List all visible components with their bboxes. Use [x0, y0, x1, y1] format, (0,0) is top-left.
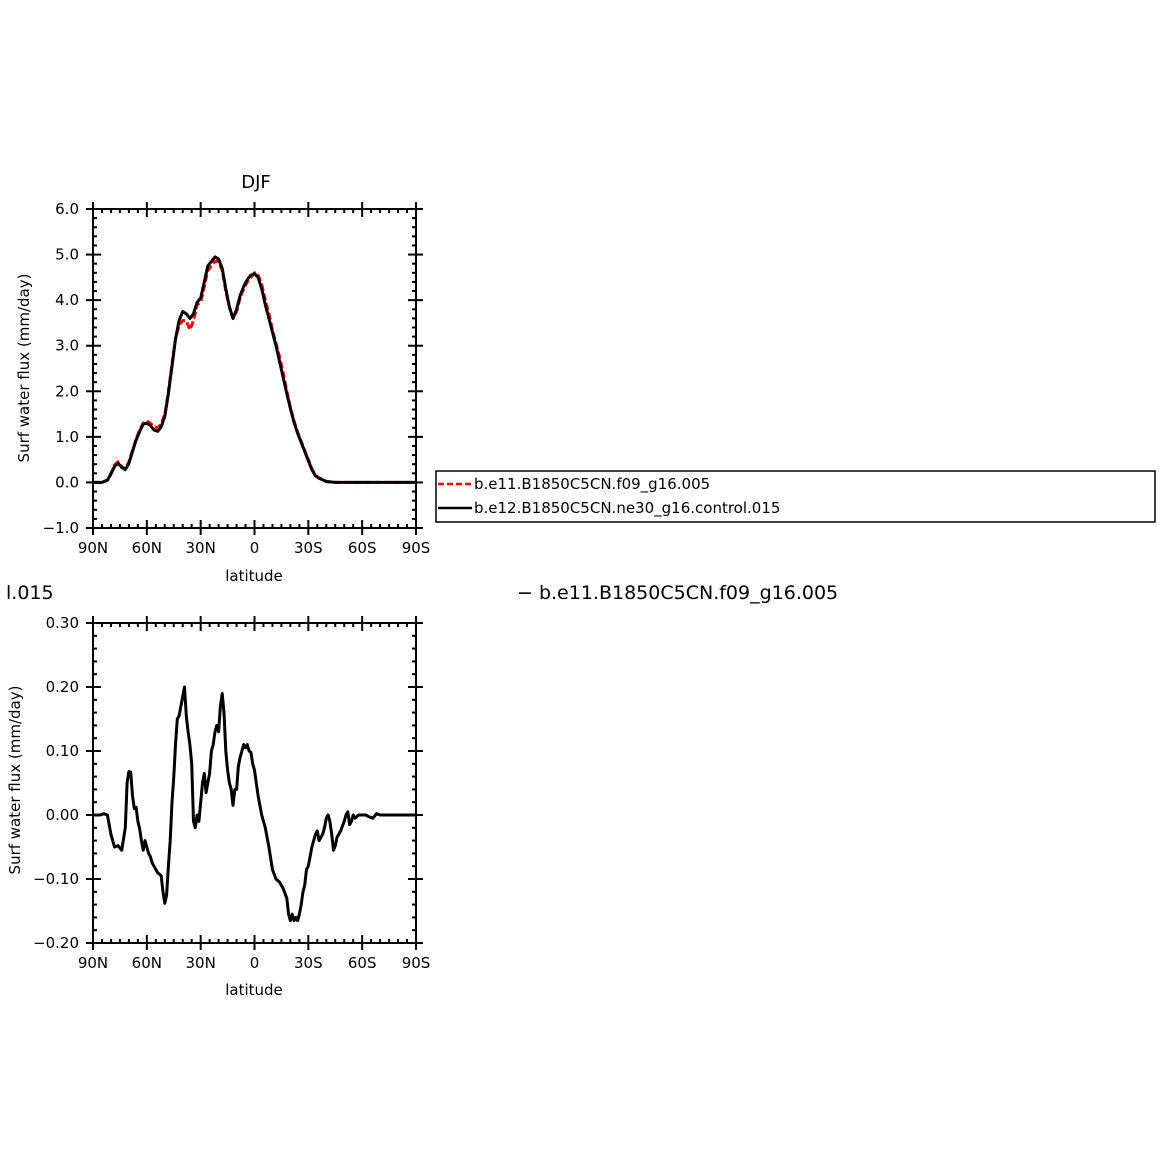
bottom-x-tick-label: 90N: [78, 954, 108, 972]
bottom-tick-labels: 90N 60N 30N 0 30S 60S 90S −0.20 −0.10 0.00 0.10 0.2…: [33, 614, 430, 972]
top-x-tick-label: 90S: [402, 539, 431, 557]
bottom-x-tick-label: 60S: [348, 954, 377, 972]
top-y-tick-label: 5.0: [55, 246, 79, 264]
bottom-y-tick-label: −0.10: [33, 870, 79, 888]
top-x-tick-label: 30N: [186, 539, 216, 557]
bottom-x-tick-label: 60N: [132, 954, 162, 972]
bottom-x-tick-label: 30S: [294, 954, 323, 972]
bottom-y-tick-label: 0.10: [46, 742, 79, 760]
top-y-axis-label: Surf water flux (mm/day): [15, 274, 33, 463]
top-series-line-1: [93, 259, 416, 484]
bottom-y-tick-label: 0.30: [46, 614, 79, 632]
bottom-x-axis-label: latitude: [225, 981, 283, 999]
top-series-line-2: [93, 255, 416, 484]
bottom-series-lines: [93, 685, 416, 923]
bottom-y-tick-label: −0.20: [33, 934, 79, 952]
bottom-subtitle: − b.e11.B1850C5CN.f09_g16.005: [517, 582, 838, 604]
legend-label-series-1: b.e11.B1850C5CN.f09_g16.005: [474, 475, 710, 494]
bottom-y-tick-label: 0.20: [46, 678, 79, 696]
top-axis-ticks: [86, 202, 423, 535]
top-y-tick-label: 2.0: [55, 382, 79, 400]
bottom-x-tick-label: 0: [250, 954, 260, 972]
top-x-tick-label: 60N: [132, 539, 162, 557]
bottom-y-tick-label: 0.00: [46, 806, 79, 824]
legend: b.e11.B1850C5CN.f09_g16.005 b.e12.B1850C…: [435, 470, 1156, 523]
bottom-series-line-1: [93, 685, 416, 923]
top-y-tick-label: 1.0: [55, 428, 79, 446]
bottom-x-tick-label: 30N: [186, 954, 216, 972]
bottom-plot-frame: [92, 622, 417, 944]
top-x-tick-label: 90N: [78, 539, 108, 557]
bottom-x-tick-label: 90S: [402, 954, 431, 972]
top-plot-frame: [92, 208, 417, 529]
top-x-tick-label: 30S: [294, 539, 323, 557]
top-tick-labels: 90N 60N 30N 0 30S 60S 90S −1.0 0.0 1.0 2.0 3.0 4.0 5.…: [43, 200, 431, 557]
top-series-lines: [93, 255, 416, 484]
bottom-panel: l.015 − b.e11.B1850C5CN.f09_g16.005 90N 6…: [6, 582, 838, 999]
top-y-tick-label: 0.0: [55, 473, 79, 491]
legend-box: [435, 470, 1156, 523]
top-x-axis-label: latitude: [225, 567, 283, 585]
bottom-axis-ticks: [86, 616, 423, 950]
bottom-y-axis-label: Surf water flux (mm/day): [6, 686, 24, 875]
top-chart-title: DJF: [241, 172, 271, 193]
top-panel: DJF 90N 60N 30N 0 30S 60S 90S −1.0 0.0 1.0 2.0 3.0 4…: [15, 172, 430, 585]
top-x-tick-label: 0: [250, 539, 260, 557]
top-y-tick-label: −1.0: [43, 519, 79, 537]
top-x-tick-label: 60S: [348, 539, 377, 557]
bottom-title-fragment: l.015: [6, 582, 54, 604]
top-y-tick-label: 6.0: [55, 200, 79, 218]
legend-label-series-2: b.e12.B1850C5CN.ne30_g16.control.015: [474, 499, 780, 518]
top-y-tick-label: 4.0: [55, 291, 79, 309]
top-y-tick-label: 3.0: [55, 337, 79, 355]
